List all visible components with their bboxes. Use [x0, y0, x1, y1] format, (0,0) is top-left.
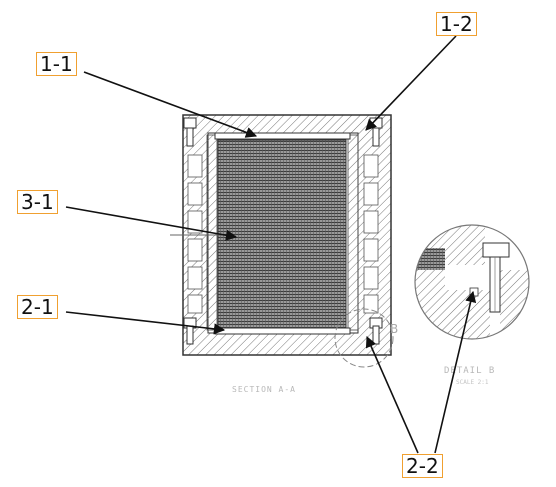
- core-mesh: [217, 139, 347, 329]
- callout-2-1: 2-1: [17, 295, 58, 319]
- callout-1-2: 1-2: [436, 12, 477, 36]
- detail-b-marker-circle: [334, 308, 394, 368]
- leader-lines: [65, 35, 477, 454]
- bottom-plate: [214, 327, 351, 335]
- leader-2-1: [65, 311, 226, 335]
- top-plate: [214, 132, 351, 140]
- section-title: SECTION A-A: [232, 385, 296, 394]
- detail-b-letter: B: [390, 322, 398, 336]
- callout-2-2: 2-2: [402, 454, 443, 478]
- leader-1-2: [365, 35, 457, 131]
- leader-2-2-a: [365, 335, 419, 454]
- detail-b-view: [414, 224, 530, 340]
- leader-3-1: [65, 206, 238, 241]
- detail-title: DETAIL B: [444, 366, 495, 376]
- callout-3-1: 3-1: [17, 190, 58, 214]
- leader-2-2-b: [434, 290, 477, 454]
- leader-1-1: [83, 71, 258, 138]
- detail-scale: SCALE 2:1: [456, 379, 489, 386]
- callout-1-1: 1-1: [36, 52, 77, 76]
